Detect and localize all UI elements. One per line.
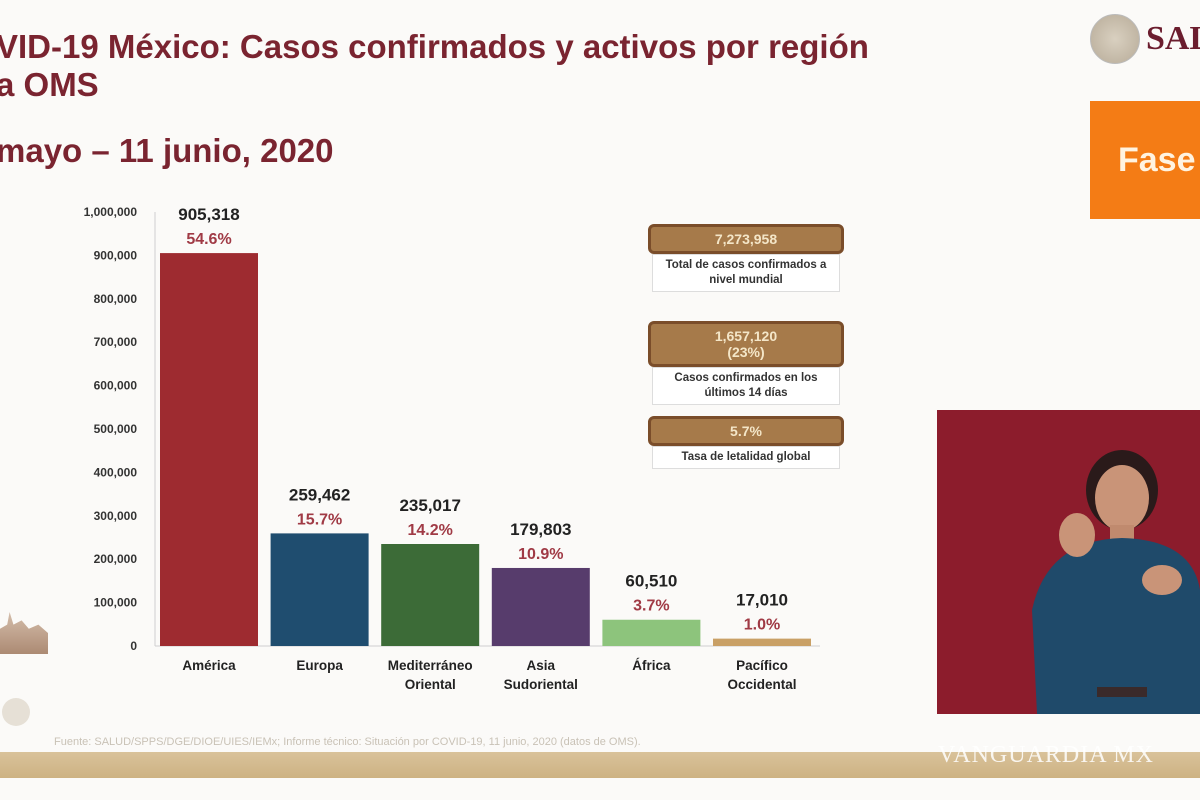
x-category-label: Sudoriental	[504, 677, 578, 692]
phase-badge: Fase	[1090, 101, 1200, 219]
y-tick-label: 700,000	[94, 335, 138, 349]
stat-label: Total de casos confirmados a nivel mundi…	[652, 254, 840, 292]
seal-icon	[2, 698, 30, 726]
stat-label: Casos confirmados en los últimos 14 días	[652, 367, 840, 405]
sign-language-interpreter-video	[937, 410, 1200, 714]
percent-label: 10.9%	[518, 546, 563, 563]
x-category-label: Pacífico	[736, 658, 788, 673]
y-tick-label: 0	[130, 639, 137, 653]
bar-1	[270, 533, 369, 646]
bar-3	[491, 567, 590, 646]
national-seal-icon	[1090, 14, 1140, 64]
source-note: Fuente: SALUD/SPPS/DGE/DIOE/UIES/IEMx; I…	[54, 736, 641, 748]
percent-label: 15.7%	[297, 511, 342, 528]
x-category-label: Europa	[296, 658, 343, 673]
value-label: 259,462	[289, 485, 350, 504]
stat-recent-cases: 1,657,120 (23%) Casos confirmados en los…	[648, 321, 844, 405]
percent-label: 14.2%	[408, 522, 453, 539]
footer-band	[0, 752, 1200, 778]
y-tick-label: 500,000	[94, 422, 138, 436]
value-label: 235,017	[399, 496, 460, 515]
bar-4	[602, 619, 701, 646]
stat-value: 7,273,958	[648, 224, 844, 254]
page-subtitle: mayo – 11 junio, 2020	[0, 132, 334, 169]
y-tick-label: 800,000	[94, 292, 138, 306]
interpreter-figure	[1032, 450, 1200, 714]
y-tick-label: 200,000	[94, 552, 138, 566]
x-category-label: África	[632, 658, 671, 673]
page-title: VID-19 México: Casos confirmados y activ…	[0, 28, 869, 103]
value-label: 179,803	[510, 520, 571, 539]
stat-value: 5.7%	[648, 416, 844, 446]
value-label: 60,510	[625, 572, 677, 591]
x-category-label: Occidental	[727, 677, 796, 692]
watermark: VANGUARDIA MX	[938, 742, 1154, 768]
value-label: 905,318	[178, 205, 239, 224]
logo-text: SAL	[1146, 20, 1200, 57]
stat-value: 1,657,120	[714, 328, 778, 344]
y-tick-label: 400,000	[94, 465, 138, 479]
phase-label: Fase	[1118, 140, 1196, 179]
bar-2	[381, 544, 480, 646]
stat-lethality: 5.7% Tasa de letalidad global	[648, 416, 844, 469]
percent-label: 1.0%	[744, 617, 780, 634]
stat-sub: (23%)	[727, 344, 765, 360]
y-tick-label: 1,000,000	[84, 205, 138, 219]
salud-logo: SAL	[1090, 14, 1200, 64]
stat-value-box: 1,657,120 (23%)	[648, 321, 844, 367]
percent-label: 3.7%	[633, 598, 669, 615]
value-label: 17,010	[736, 591, 788, 610]
bar-5	[713, 638, 811, 646]
stat-label: Tasa de letalidad global	[652, 446, 840, 469]
y-tick-label: 100,000	[94, 596, 138, 610]
stat-total-cases: 7,273,958 Total de casos confirmados a n…	[648, 224, 844, 292]
x-category-label: América	[182, 658, 236, 673]
bar-0	[160, 253, 258, 647]
percent-label: 54.6%	[186, 231, 231, 248]
x-category-label: Asia	[527, 658, 556, 673]
y-tick-label: 900,000	[94, 248, 138, 262]
y-tick-label: 300,000	[94, 509, 138, 523]
x-category-label: Mediterráneo	[388, 658, 473, 673]
x-category-label: Oriental	[405, 677, 456, 692]
y-tick-label: 600,000	[94, 379, 138, 393]
